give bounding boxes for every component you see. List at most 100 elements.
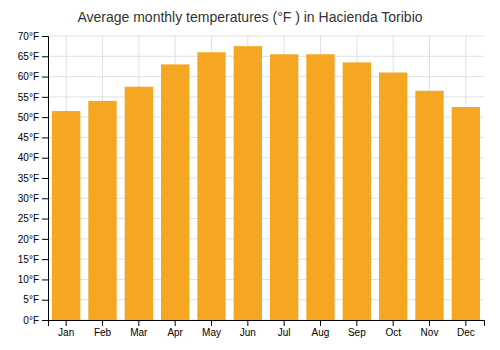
y-tick: 30°F [18, 193, 48, 204]
bar [379, 73, 407, 320]
y-tick-label: 60°F [18, 71, 39, 82]
x-tick: Mar [130, 320, 148, 338]
y-tick-mark [42, 97, 48, 98]
y-tick-label: 70°F [18, 31, 39, 42]
y-tick: 45°F [18, 132, 48, 143]
x-tick: Feb [94, 320, 112, 338]
y-tick-mark [42, 158, 48, 159]
bar [161, 64, 189, 320]
x-tick-label: May [202, 327, 221, 338]
grid [48, 36, 484, 320]
x-tick-label: Sep [348, 327, 366, 338]
y-tick-label: 55°F [18, 92, 39, 103]
bar [270, 54, 298, 320]
y-tick-label: 20°F [18, 234, 39, 245]
y-tick-label: 15°F [18, 254, 39, 265]
bar [415, 91, 443, 320]
x-tick-label: Feb [94, 327, 112, 338]
x-tick-mark [138, 320, 139, 326]
y-tick-mark [42, 279, 48, 280]
x-tick-mark [247, 320, 248, 326]
y-axis-line [42, 37, 49, 321]
y-tick: 70°F [18, 31, 48, 42]
bar [452, 107, 480, 320]
grid-line-y [48, 76, 484, 77]
bar [234, 46, 262, 320]
y-tick-mark [42, 178, 48, 179]
y-tick-label: 40°F [18, 152, 39, 163]
x-tick: Jun [240, 320, 256, 338]
x-tick-label: Mar [130, 327, 148, 338]
y-tick: 65°F [18, 51, 48, 62]
y-tick-mark [42, 198, 48, 199]
x-axis-line [49, 321, 485, 327]
y-tick-label: 65°F [18, 51, 39, 62]
y-tick: 5°F [23, 294, 48, 305]
bar [197, 52, 225, 320]
x-tick-mark [211, 320, 212, 326]
x-tick-mark [356, 320, 357, 326]
x-tick-mark [320, 320, 321, 326]
x-tick-mark [393, 320, 394, 326]
x-tick: Jul [278, 320, 291, 338]
y-tick: 60°F [18, 71, 48, 82]
y-tick: 50°F [18, 112, 48, 123]
x-tick: Sep [348, 320, 366, 338]
y-tick-mark [42, 56, 48, 57]
y-tick: 55°F [18, 92, 48, 103]
x-tick-label: Jun [240, 327, 256, 338]
x-tick: Jan [58, 320, 74, 338]
x-tick-mark [465, 320, 466, 326]
y-tick-mark [42, 117, 48, 118]
x-axis: Jan Feb Mar Apr May Jun Jul Aug Sep Oct Nov Dec [49, 320, 485, 338]
y-tick-label: 10°F [18, 274, 39, 285]
x-tick-label: Dec [457, 327, 475, 338]
x-tick-label: Aug [312, 327, 330, 338]
x-tick-label: Apr [167, 327, 183, 338]
x-tick: Dec [457, 320, 475, 338]
x-tick-label: Jan [58, 327, 74, 338]
x-tick: Nov [421, 320, 439, 338]
x-tick-mark [102, 320, 103, 326]
bar [125, 87, 153, 320]
grid-line-y [48, 56, 484, 57]
y-tick-label: 50°F [18, 112, 39, 123]
y-tick: 20°F [18, 234, 48, 245]
x-tick: May [202, 320, 221, 338]
bar [306, 54, 334, 320]
bars [52, 46, 480, 320]
chart: 0°F 5°F 10°F 15°F 20°F 25°F 30°F 35°F 40°F 45°F 50… [0, 0, 500, 350]
y-tick: 40°F [18, 152, 48, 163]
x-tick-label: Jul [278, 327, 291, 338]
x-tick-label: Nov [421, 327, 439, 338]
y-tick: 25°F [18, 213, 48, 224]
x-tick-mark [284, 320, 285, 326]
y-tick: 10°F [18, 274, 48, 285]
y-tick-mark [42, 300, 48, 301]
y-tick-mark [42, 239, 48, 240]
bar [52, 111, 80, 320]
x-tick-mark [66, 320, 67, 326]
x-tick-mark [175, 320, 176, 326]
title: Average monthly temperatures (°F ) in Ha… [77, 9, 422, 25]
bar [88, 101, 116, 320]
x-tick: Apr [167, 320, 183, 338]
y-tick-mark [42, 320, 48, 321]
x-tick: Aug [312, 320, 330, 338]
bar [343, 62, 371, 320]
y-tick-label: 45°F [18, 132, 39, 143]
y-tick-label: 25°F [18, 213, 39, 224]
plot: 0°F 5°F 10°F 15°F 20°F 25°F 30°F 35°F 40°F 45°F 50… [18, 31, 485, 338]
y-tick-label: 0°F [23, 315, 39, 326]
y-tick-label: 35°F [18, 173, 39, 184]
grid-line-y [48, 36, 484, 37]
x-tick-label: Oct [385, 327, 401, 338]
x-tick-mark [429, 320, 430, 326]
y-tick-label: 30°F [18, 193, 39, 204]
y-tick-mark [42, 137, 48, 138]
x-tick: Oct [385, 320, 401, 338]
y-tick-mark [42, 77, 48, 78]
y-tick-mark [42, 219, 48, 220]
y-tick-label: 5°F [23, 294, 39, 305]
y-tick: 15°F [18, 254, 48, 265]
